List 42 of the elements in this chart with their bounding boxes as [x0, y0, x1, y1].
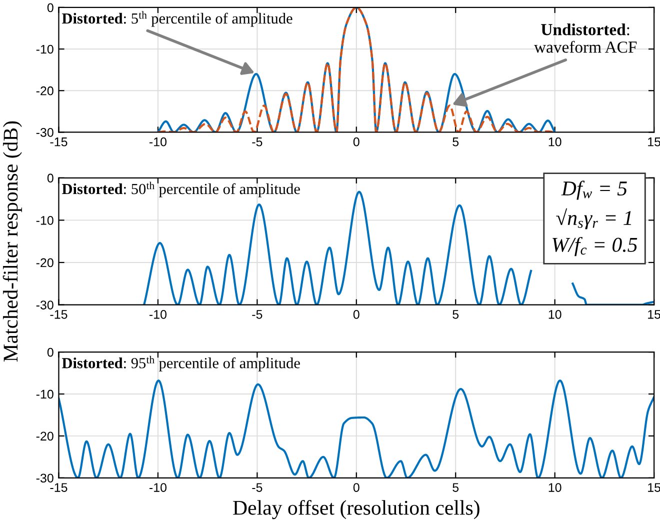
annotation: Distorted: 95$^{th}$ percentile of amplitude: [62, 356, 300, 372]
annotation: W/f$_{c}$ = 0.5: [552, 236, 638, 256]
x-tick-label: 0: [353, 137, 360, 146]
annotation: √n$_{s}$γ$_{r}$ = 1: [556, 208, 632, 230]
x-tick-label: 10: [548, 483, 562, 492]
y-tick-label: 0: [47, 348, 54, 357]
y-tick-label: -10: [36, 44, 54, 54]
annotation: Distorted: 5$^{th}$ percentile of amplitude: [62, 11, 292, 27]
y-tick-label: -10: [36, 390, 54, 399]
x-tick-label: -10: [149, 310, 167, 319]
x-axis-title: Delay offset (resolution cells): [233, 500, 480, 520]
y-tick-label: -20: [36, 86, 54, 96]
x-tick-label: -10: [149, 483, 167, 492]
x-tick-label: 5: [452, 483, 459, 492]
x-tick-label: 15: [648, 483, 660, 492]
x-tick-label: 5: [452, 138, 459, 146]
x-tick-label: -15: [50, 310, 68, 319]
y-tick-label: -20: [36, 258, 54, 268]
x-tick-label: -5: [252, 310, 262, 319]
x-tick-label: 0: [353, 310, 360, 319]
y-tick-label: -30: [36, 128, 54, 137]
x-tick-label: -5: [252, 483, 262, 492]
x-tick-label: 15: [648, 310, 660, 319]
y-tick-label: -20: [36, 432, 54, 441]
x-tick-label: 0: [353, 483, 360, 492]
annotation: Distorted: 50$^{th}$ percentile of amplitude: [62, 182, 300, 198]
y-axis-title: Matched-filter response (dB): [2, 121, 22, 362]
annotation: Undistorted: waveform ACF: [534, 24, 637, 53]
x-tick-label: -10: [149, 137, 167, 146]
x-tick-label: 10: [548, 137, 562, 146]
x-tick-label: -15: [50, 483, 68, 492]
x-tick-label: 10: [548, 310, 562, 319]
x-tick-label: 15: [648, 138, 660, 146]
y-tick-label: -10: [36, 216, 54, 225]
annotation: Df$_{w}$ = 5: [561, 180, 627, 200]
x-tick-label: 5: [452, 310, 459, 319]
y-tick-label: -30: [36, 300, 54, 310]
y-tick-label: 0: [47, 174, 54, 183]
y-tick-label: -30: [36, 474, 54, 483]
x-tick-label: -5: [252, 138, 262, 146]
y-tick-label: 0: [47, 3, 54, 12]
x-tick-label: -15: [50, 138, 68, 146]
